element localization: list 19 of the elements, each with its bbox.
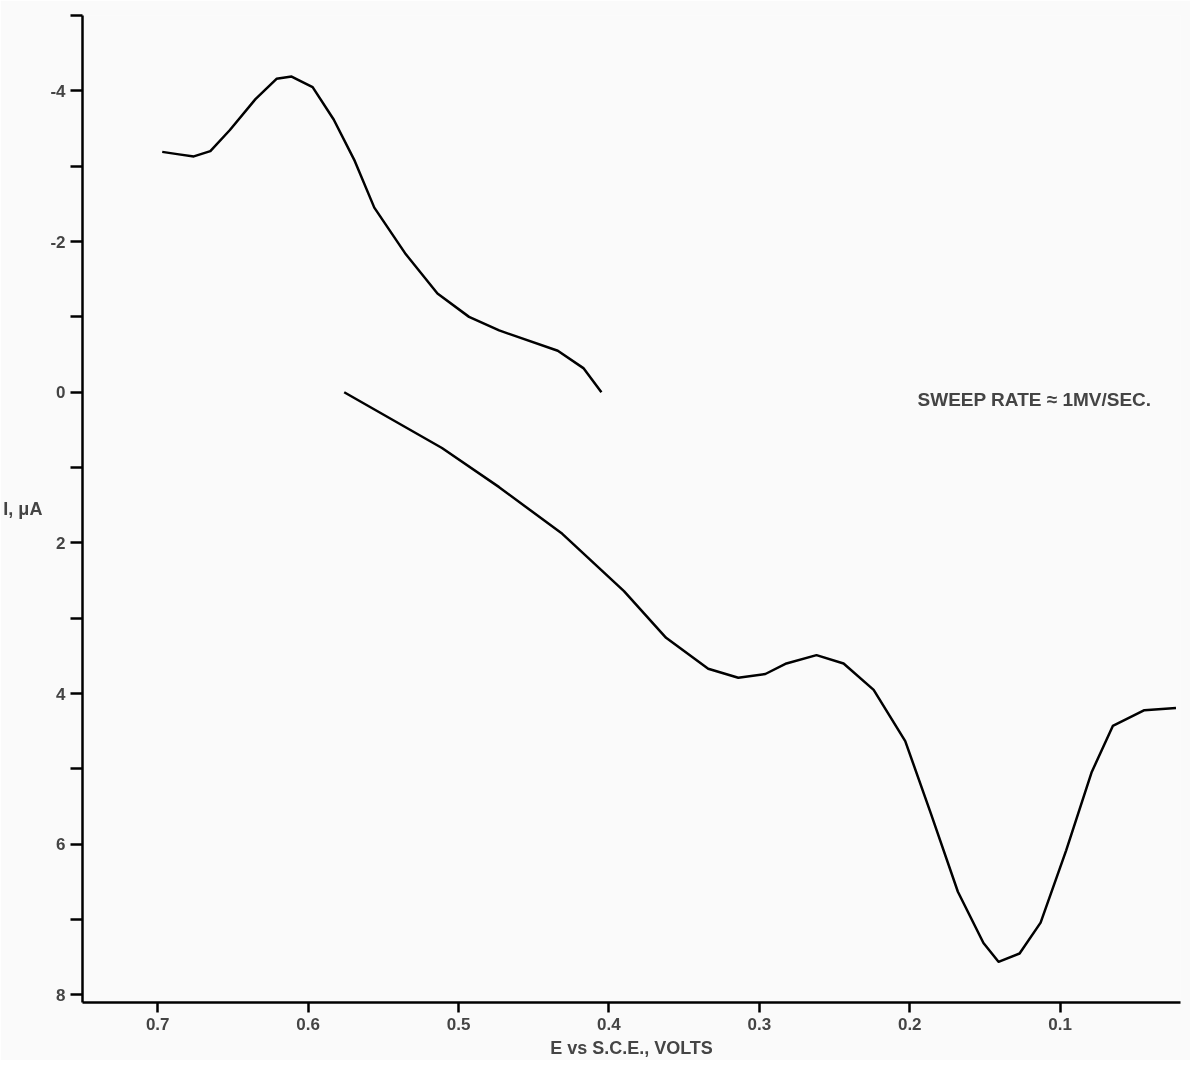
line-series [342, 390, 1178, 964]
x-tick-label: 0.3 [747, 1014, 772, 1034]
x-axis-title: E vs S.C.E., VOLTS [550, 1037, 713, 1058]
y-tick-label: 6 [56, 835, 66, 855]
y-tick-label: 0 [56, 383, 66, 403]
y-tick-label: -4 [50, 81, 67, 101]
line-series [160, 75, 603, 394]
y-axis-title: I, μA [3, 499, 43, 519]
y-tick-label: -2 [50, 232, 66, 252]
x-tick-label: 0.4 [597, 1014, 622, 1034]
y-tick-label: 2 [56, 533, 66, 553]
x-tick-label: 0.1 [1048, 1014, 1072, 1034]
x-tick-label: 0.5 [446, 1014, 471, 1034]
x-tick-label: 0.6 [296, 1014, 320, 1034]
x-tick-label: 0.7 [145, 1014, 170, 1034]
annotation: SWEEP RATE ≈ 1MV/SEC. [917, 388, 1152, 410]
y-tick-label: 8 [56, 985, 66, 1005]
y-tick-label: 4 [56, 684, 67, 704]
x-tick-label: 0.2 [897, 1014, 922, 1034]
